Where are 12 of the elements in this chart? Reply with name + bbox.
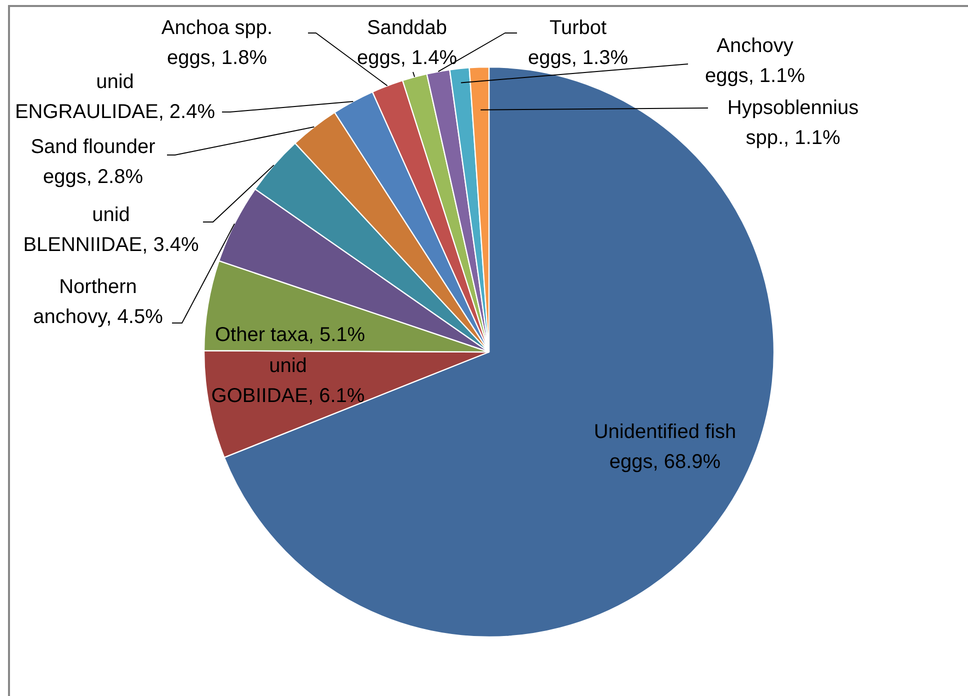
slice-label: Anchovy eggs, 1.1%: [704, 35, 806, 87]
slice-label: unid ENGRAULIDAE, 2.4%: [14, 71, 216, 123]
slice-label: unid BLENNIIDAE, 3.4%: [23, 204, 200, 256]
slice-label: Sand flounder eggs, 2.8%: [30, 136, 156, 188]
slice-label: Anchoa spp. eggs, 1.8%: [161, 17, 273, 69]
slice-label: Other taxa, 5.1%: [214, 324, 366, 346]
slice-label: Hypsoblennius spp., 1.1%: [727, 97, 859, 149]
slice-label: Turbot eggs, 1.3%: [528, 17, 628, 69]
slice-label: unid GOBIIDAE, 6.1%: [211, 355, 365, 407]
slice-label: Sanddab eggs, 1.4%: [356, 17, 458, 69]
slice-label: Unidentified fish eggs, 68.9%: [594, 421, 736, 473]
slice-label: Northern anchovy, 4.5%: [33, 276, 164, 328]
